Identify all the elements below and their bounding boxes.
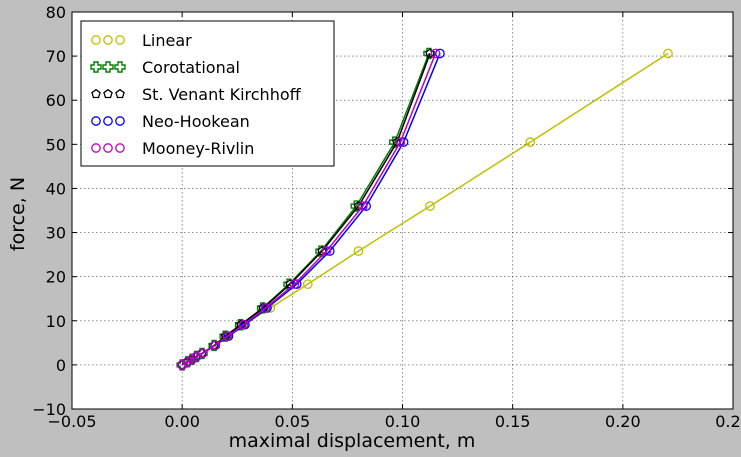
data-point: [209, 340, 220, 351]
legend-item: St. Venant Kirchhoff: [91, 85, 302, 104]
legend-item: Mooney-Rivlin: [91, 139, 254, 158]
y-tick-label: −10: [32, 400, 66, 419]
data-point: [260, 303, 271, 313]
legend-marker: [91, 35, 101, 45]
y-tick-label: 60: [46, 91, 66, 110]
legend-label: Linear: [142, 31, 192, 50]
data-point: [302, 279, 313, 290]
legend-marker: [102, 61, 114, 73]
x-axis-label: maximal displacement, m: [229, 430, 476, 452]
x-tick-label: 0.20: [605, 412, 641, 431]
data-point: [357, 201, 368, 211]
y-tick-label: 40: [46, 179, 66, 198]
legend-marker: [115, 88, 125, 99]
legend-item: Corotational: [90, 58, 240, 77]
legend-label: Neo-Hookean: [142, 112, 250, 131]
data-point: [321, 246, 332, 256]
legend-marker: [115, 143, 125, 153]
data-point: [663, 48, 673, 59]
legend-marker: [103, 143, 113, 153]
legend-marker: [114, 61, 126, 73]
series-mooney-rivlin: [177, 48, 441, 370]
legend-marker: [103, 35, 113, 45]
y-tick-label: 30: [46, 224, 66, 243]
data-point: [423, 47, 435, 60]
x-tick-label: 0.15: [495, 412, 531, 431]
data-point: [289, 279, 300, 290]
legend-label: Corotational: [142, 58, 240, 77]
legend-marker: [91, 88, 101, 99]
data-point: [177, 360, 188, 370]
y-tick-label: 10: [46, 312, 66, 331]
y-tick-label: 70: [46, 47, 66, 66]
x-tick-label: 0.00: [164, 412, 200, 431]
legend-marker: [91, 116, 101, 126]
legend: Linear Corotational St. Venant Kirchhoff Ne…: [80, 20, 335, 167]
legend-item: Linear: [91, 31, 192, 50]
legend-marker: [115, 35, 125, 45]
legend-marker: [103, 116, 113, 126]
x-tick-label: 0.05: [275, 412, 311, 431]
data-point: [197, 348, 208, 359]
data-point: [425, 48, 435, 58]
legend-label: Mooney-Rivlin: [142, 139, 254, 158]
ticks: −0.05 0.00 0.05 0.10 0.15 0.20 0.25 −10 0 10 20 30 4…: [32, 3, 741, 431]
x-tick-label: 0.10: [385, 412, 421, 431]
data-point: [191, 351, 202, 362]
data-point: [435, 48, 445, 59]
y-tick-label: 50: [46, 135, 66, 154]
y-tick-label: 80: [46, 3, 66, 22]
x-tick-label: 0.25: [715, 412, 741, 431]
data-point: [395, 137, 406, 147]
data-point: [430, 48, 441, 59]
legend-marker: [90, 61, 102, 73]
y-tick-label: 0: [56, 356, 66, 375]
legend-marker: [91, 143, 101, 153]
legend-label: St. Venant Kirchhoff: [142, 85, 302, 104]
data-point: [222, 331, 233, 342]
data-point: [525, 137, 536, 147]
series-layer: [176, 47, 673, 371]
data-point: [398, 137, 409, 147]
legend-marker: [115, 116, 125, 126]
legend-marker: [103, 88, 113, 99]
legend-item: Neo-Hookean: [91, 112, 250, 131]
data-point: [425, 201, 435, 211]
data-point: [238, 319, 249, 330]
y-tick-label: 20: [46, 268, 66, 287]
data-point: [353, 246, 364, 256]
x-tick-label: −0.05: [47, 412, 96, 431]
y-axis-label: force, N: [7, 177, 29, 251]
